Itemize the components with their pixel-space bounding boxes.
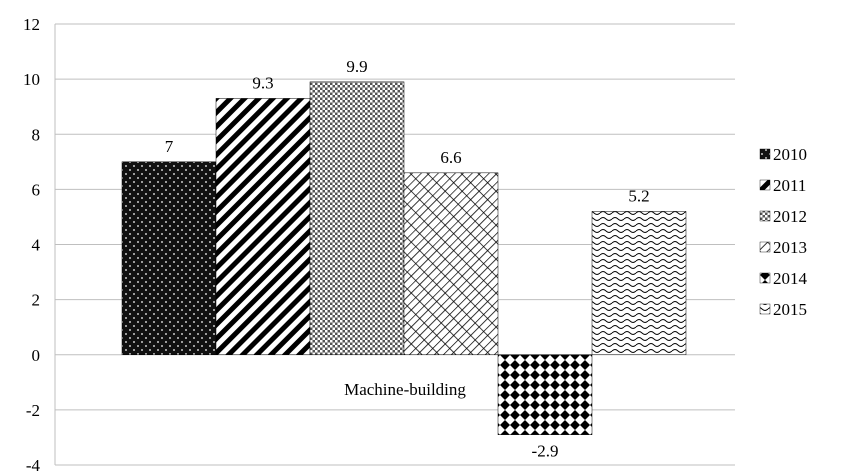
y-tick-label: 4 (32, 236, 41, 255)
y-tick-label: -4 (26, 456, 41, 474)
bar-2013 (403, 172, 499, 355)
data-label-2013: 6.6 (440, 148, 461, 167)
bar-2012 (309, 81, 405, 355)
legend: 2010 2011 2012 2013 2014 2015 (759, 145, 808, 319)
legend-label-2015: 2015 (773, 300, 807, 319)
y-tick-label: 6 (32, 180, 41, 199)
data-label-2015: 5.2 (628, 186, 649, 205)
data-labels: 7 9.3 9.9 6.6 -2.9 5.2 (165, 57, 650, 461)
data-label-2010: 7 (165, 137, 174, 156)
bar-2015 (591, 211, 687, 355)
data-label-2011: 9.3 (252, 73, 273, 92)
y-tick-label: 2 (32, 291, 41, 310)
legend-swatch-2010 (759, 148, 771, 160)
y-tick-label: -2 (26, 401, 40, 420)
legend-label-2013: 2013 (773, 238, 807, 257)
legend-swatch-2011 (759, 179, 771, 191)
legend-label-2014: 2014 (773, 269, 808, 288)
legend-swatch-2014 (759, 272, 771, 284)
bar-2011 (215, 98, 311, 355)
legend-swatch-2015 (759, 303, 771, 315)
bar-2010 (121, 161, 217, 355)
data-label-2014: -2.9 (532, 442, 559, 461)
legend-label-2010: 2010 (773, 145, 807, 164)
legend-swatch-2013 (759, 241, 771, 253)
bars (121, 81, 687, 435)
legend-swatch-2012 (759, 210, 771, 222)
y-axis: 12 10 8 6 4 2 0 -2 -4 (23, 15, 56, 474)
legend-label-2012: 2012 (773, 207, 807, 226)
y-tick-label: 0 (32, 346, 41, 365)
data-label-2012: 9.9 (346, 57, 367, 76)
y-tick-label: 10 (23, 70, 40, 89)
legend-label-2011: 2011 (773, 176, 806, 195)
y-tick-label: 8 (32, 125, 41, 144)
category-labels: Machine-building (344, 380, 466, 399)
bar-2014 (497, 354, 593, 435)
category-label: Machine-building (344, 380, 466, 399)
y-tick-label: 12 (23, 15, 40, 34)
